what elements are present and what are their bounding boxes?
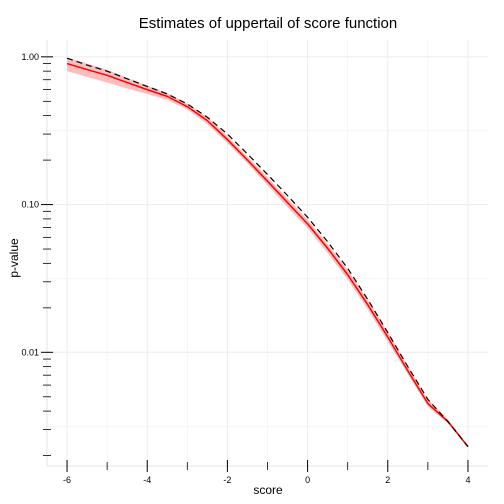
x-tick-label: 4 (465, 475, 470, 485)
grid (47, 40, 488, 466)
reference-dashed-line (66, 57, 469, 447)
x-tick-label: -2 (223, 475, 231, 485)
y-axis: 0.01 0.10 1.00 (21, 40, 53, 466)
y-tick-label: 0.01 (21, 347, 39, 357)
x-tick-label: -4 (143, 475, 151, 485)
y-axis-label: p-value (7, 238, 21, 278)
y-tick-label: 0.10 (21, 200, 39, 210)
x-tick-label: 0 (305, 475, 310, 485)
y-tick-label: 1.00 (21, 52, 39, 62)
series-lines (66, 57, 469, 448)
estimate-line (66, 62, 469, 448)
x-tick-label: 2 (385, 475, 390, 485)
chart-title: Estimates of uppertail of score function (139, 15, 397, 32)
x-axis-label: score (253, 483, 283, 497)
x-axis: -6 -4 -2 0 2 4 (47, 460, 488, 485)
axes: 0.01 0.10 1.00 -6 -4 -2 0 2 4 (21, 40, 488, 485)
x-tick-label: -6 (63, 475, 71, 485)
